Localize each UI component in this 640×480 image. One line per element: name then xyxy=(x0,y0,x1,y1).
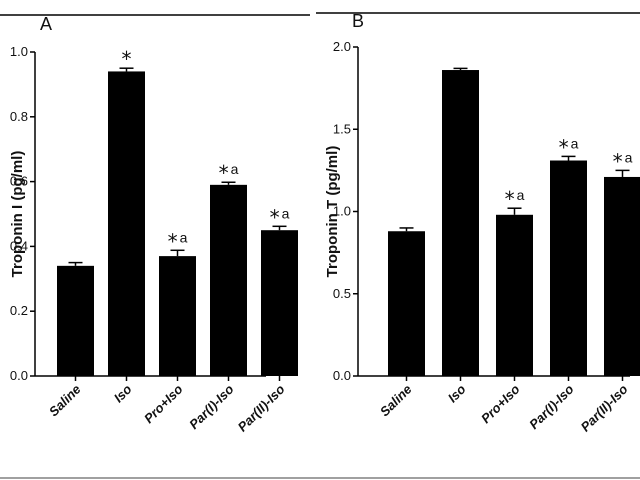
significance-annotation: * a xyxy=(168,229,188,253)
x-tick-label: Iso xyxy=(445,381,469,405)
y-axis-label: Troponin T (pg/ml) xyxy=(324,146,341,278)
significance-letter: a xyxy=(517,187,525,203)
y-tick-label: 0.5 xyxy=(333,286,351,301)
bar xyxy=(442,70,479,376)
x-tick-label: Saline xyxy=(46,382,84,420)
panel-label: B xyxy=(352,11,364,31)
y-tick-label: 1.0 xyxy=(333,204,351,219)
bar xyxy=(57,265,94,376)
x-tick-label: Saline xyxy=(377,382,415,420)
y-tick-label: 0.0 xyxy=(333,368,351,383)
y-tick-label: 0.2 xyxy=(10,303,28,318)
significance-star: * xyxy=(270,205,280,229)
significance-letter: a xyxy=(231,161,239,177)
significance-letter: a xyxy=(282,205,290,221)
significance-annotation: * a xyxy=(613,149,633,173)
bar xyxy=(159,256,196,376)
significance-letter: a xyxy=(180,229,188,245)
y-tick-label: 0.8 xyxy=(10,109,28,124)
significance-annotation: * a xyxy=(505,187,525,211)
significance-annotation: * xyxy=(122,47,132,71)
y-tick-label: 0.6 xyxy=(10,174,28,189)
chart-panel-b: B 0.0 0.5 1.0 1.5 2.0 Troponin T (pg/ml) Saline… xyxy=(324,11,640,435)
bar xyxy=(108,71,145,376)
significance-star: * xyxy=(168,229,178,253)
significance-letter: a xyxy=(571,135,579,151)
x-tick-label: Pro+Iso xyxy=(141,381,186,426)
y-tick-label: 1.0 xyxy=(10,44,28,59)
y-tick-label: 1.5 xyxy=(333,121,351,136)
bar xyxy=(388,231,425,376)
bar xyxy=(210,184,247,376)
bar xyxy=(261,230,298,376)
y-axis-label: Troponin I (pg/ml) xyxy=(9,151,26,278)
x-tick-label: Par(I)-Iso xyxy=(526,381,576,431)
x-tick-label: Par(II)-Iso xyxy=(235,381,288,434)
bar xyxy=(550,160,587,376)
significance-annotation: * a xyxy=(559,135,579,159)
x-tick-label: Par(II)-Iso xyxy=(578,381,631,434)
significance-annotation: * a xyxy=(270,205,290,229)
y-tick-label: 0.0 xyxy=(10,368,28,383)
significance-star: * xyxy=(505,187,515,211)
significance-star: * xyxy=(613,149,623,173)
significance-annotation: * a xyxy=(219,161,239,185)
x-tick-label: Iso xyxy=(111,381,135,405)
x-tick-label: Par(I)-Iso xyxy=(186,381,236,431)
bar xyxy=(604,176,640,376)
significance-star: * xyxy=(122,47,132,71)
y-tick-label: 2.0 xyxy=(333,39,351,54)
chart-panels: A 0.0 0.2 0.4 0.6 0.8 1.0 Troponin I (pg/ml) Sal… xyxy=(9,11,640,435)
chart-panel-a: A 0.0 0.2 0.4 0.6 0.8 1.0 Troponin I (pg/ml) Sal… xyxy=(9,14,298,435)
x-tick-label: Pro+Iso xyxy=(478,381,523,426)
significance-star: * xyxy=(219,161,229,185)
panel-label: A xyxy=(40,14,52,34)
y-tick-label: 0.4 xyxy=(10,238,28,253)
significance-letter: a xyxy=(625,149,633,165)
significance-star: * xyxy=(559,135,569,159)
bar xyxy=(496,214,533,376)
